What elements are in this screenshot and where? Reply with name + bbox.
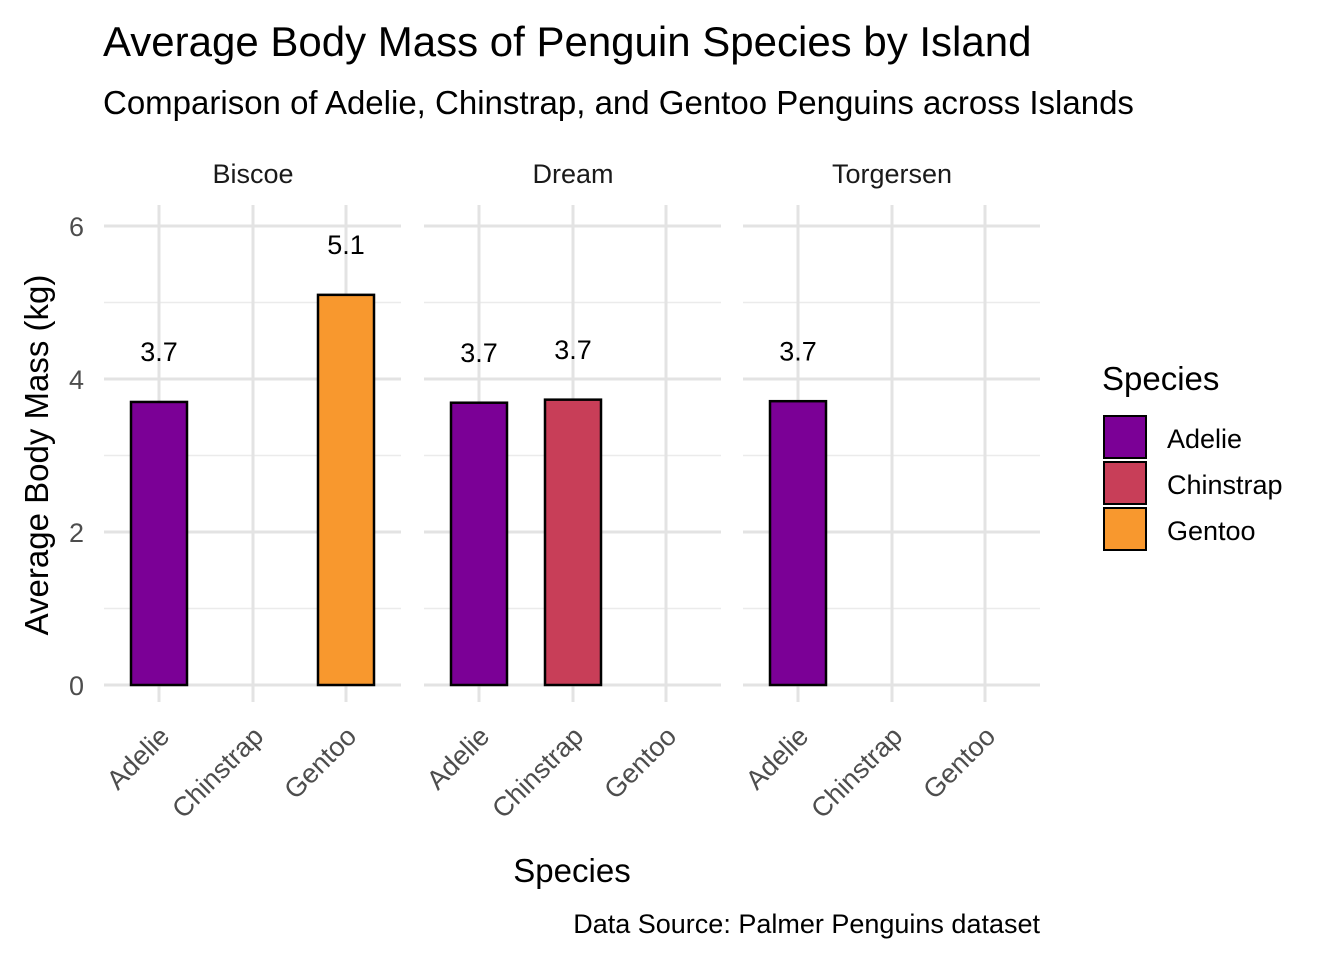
facet-label: Dream (532, 159, 613, 189)
data-label: 5.1 (327, 230, 365, 260)
chart-subtitle: Comparison of Adelie, Chinstrap, and Gen… (103, 84, 1134, 121)
legend-swatch-gentoo (1103, 507, 1147, 551)
x-tick-label: Gentoo (598, 721, 682, 805)
legend-swatch-chinstrap (1103, 461, 1147, 505)
data-label: 3.7 (460, 338, 498, 368)
bar-biscoe-gentoo (316, 293, 376, 687)
x-tick-label: Gentoo (917, 721, 1001, 805)
y-axis-label: Average Body Mass (kg) (18, 275, 55, 636)
x-tick-label: Chinstrap (486, 721, 589, 824)
bar-dream-chinstrap (543, 398, 603, 687)
bar-torgersen-adelie (768, 399, 828, 687)
chart-title: Average Body Mass of Penguin Species by … (103, 18, 1031, 65)
data-label: 3.7 (140, 337, 178, 367)
data-label: 3.7 (779, 336, 817, 366)
x-axis-label: Species (513, 852, 630, 889)
facet-label: Biscoe (212, 159, 293, 189)
x-tick-label: Gentoo (278, 721, 362, 805)
y-tick-label: 4 (69, 365, 84, 395)
y-tick-label: 6 (69, 212, 84, 242)
x-tick-label: Adelie (101, 721, 175, 795)
legend-label-adelie: Adelie (1167, 424, 1242, 454)
data-label: 3.7 (554, 335, 592, 365)
legend-title: Species (1102, 360, 1219, 397)
legend: Species Adelie Chinstrap Gentoo (1102, 360, 1283, 551)
y-axis: 0 2 4 6 (69, 212, 84, 701)
legend-label-gentoo: Gentoo (1167, 516, 1256, 546)
x-tick-label: Chinstrap (805, 721, 908, 824)
bar-biscoe-adelie (129, 400, 189, 687)
y-tick-label: 0 (69, 671, 84, 701)
x-tick-label: Adelie (740, 721, 814, 795)
x-tick-label: Adelie (421, 721, 495, 795)
x-tick-label: Chinstrap (166, 721, 269, 824)
legend-swatch-adelie (1103, 415, 1147, 459)
facet-label: Torgersen (832, 159, 952, 189)
chart-caption: Data Source: Palmer Penguins dataset (573, 909, 1040, 939)
bar-dream-adelie (449, 401, 509, 687)
legend-label-chinstrap: Chinstrap (1167, 470, 1283, 500)
y-tick-label: 2 (69, 518, 84, 548)
